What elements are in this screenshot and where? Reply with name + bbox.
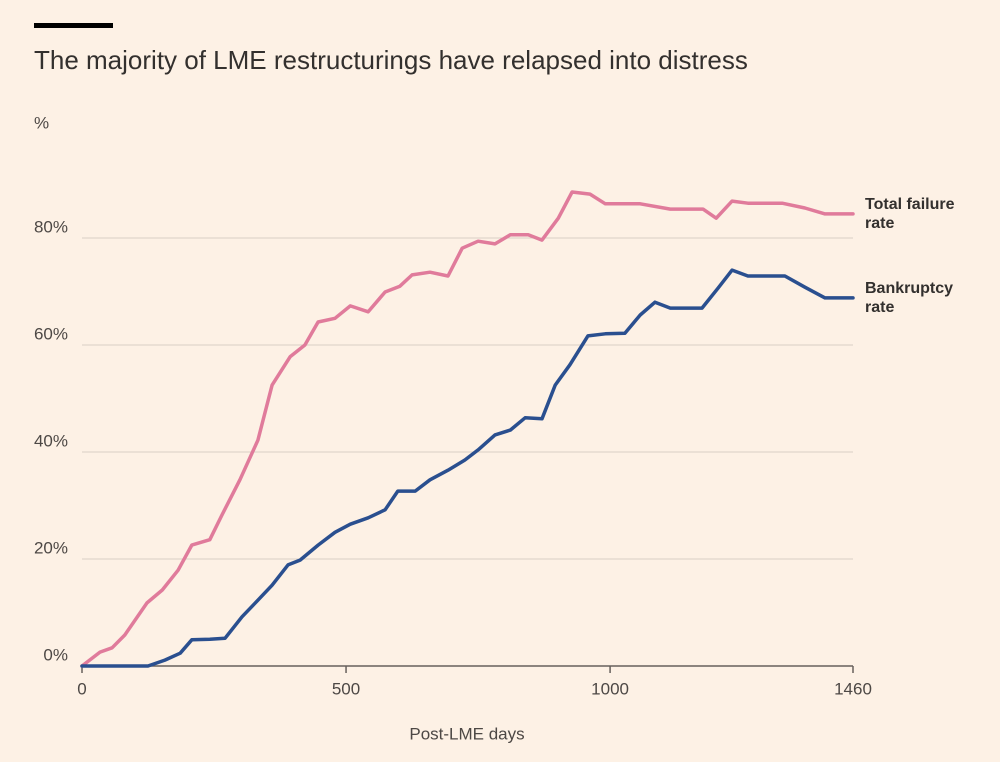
legend-label: Total failure rate (865, 195, 955, 232)
y-tick-label: 60% (34, 324, 68, 343)
y-tick-label: 80% (34, 217, 68, 236)
series-line (80, 268, 855, 668)
x-tick-label: 0 (77, 679, 86, 698)
x-tick-label: 1460 (834, 679, 872, 698)
y-tick-label: 0% (43, 645, 68, 664)
brand-bar (34, 23, 113, 28)
series-line (80, 190, 855, 668)
x-tick-label: 1000 (591, 679, 629, 698)
y-tick-label: 20% (34, 538, 68, 557)
y-tick-label: 40% (34, 431, 68, 450)
x-tick-label: 500 (332, 679, 360, 698)
chart-title: The majority of LME restructurings have … (34, 45, 748, 75)
legend-label: Bankruptcy rate (865, 279, 954, 316)
y-axis-label: % (34, 113, 49, 132)
x-axis-label: Post-LME days (409, 724, 524, 743)
